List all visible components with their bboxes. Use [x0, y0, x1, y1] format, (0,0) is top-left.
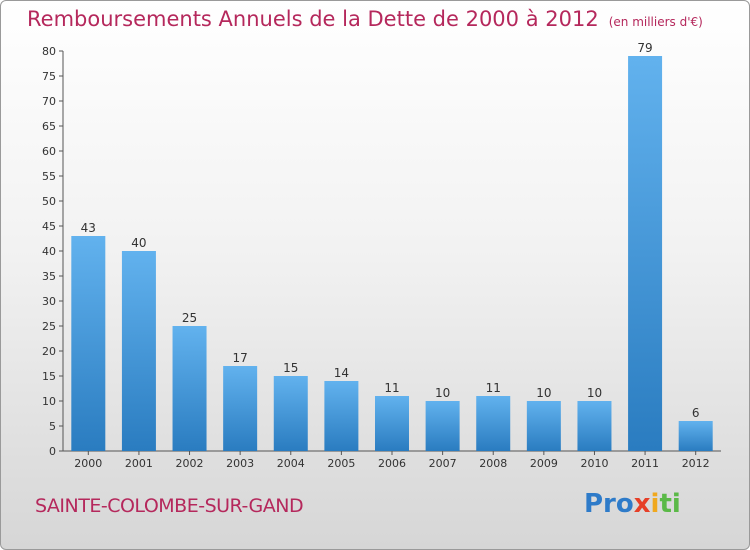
bar [526, 401, 561, 451]
x-axis: 2000 2001 2002 2003 2004 2005 2006 2007 2008 2009… [63, 450, 721, 470]
chart-title-text: Remboursements Annuels de la Dette de 20… [27, 7, 599, 31]
bar-value-label: 11 [486, 381, 501, 395]
bar-value-label: 25 [182, 311, 197, 325]
bar-value-label: 11 [384, 381, 399, 395]
y-tick-label: 20 [42, 345, 56, 358]
y-tick-label: 15 [42, 370, 56, 383]
x-tick-label: 2008 [479, 457, 507, 470]
y-tick-label: 45 [42, 220, 56, 233]
y-tick-label: 75 [42, 70, 56, 83]
x-tick-label: 2011 [631, 457, 659, 470]
x-tick-label: 2002 [176, 457, 204, 470]
bar [425, 401, 460, 451]
y-tick-label: 50 [42, 195, 56, 208]
logo-part-4: ti [659, 489, 681, 519]
bar [628, 56, 663, 451]
x-tick-label: 2012 [682, 457, 710, 470]
x-tick-label: 2003 [226, 457, 254, 470]
bar [577, 401, 612, 451]
y-tick-label: 30 [42, 295, 56, 308]
x-tick-label: 2005 [327, 457, 355, 470]
y-tick-label: 40 [42, 245, 56, 258]
bar-value-label: 17 [233, 351, 248, 365]
x-tick-label: 2007 [429, 457, 457, 470]
y-tick-label: 10 [42, 395, 56, 408]
proxiti-logo: Proxiti [584, 489, 681, 519]
y-tick-label: 35 [42, 270, 56, 283]
x-tick-label: 2006 [378, 457, 406, 470]
bar-value-label: 10 [435, 386, 450, 400]
bar [273, 376, 308, 451]
bars: 43 40 25 17 15 14 11 10 11 10 10 79 6 [71, 41, 713, 451]
bar [476, 396, 511, 451]
bar-value-label: 14 [334, 366, 349, 380]
bar-value-label: 6 [692, 406, 700, 420]
bar [324, 381, 359, 451]
bar [375, 396, 409, 451]
bar [678, 421, 713, 451]
y-tick-label: 55 [42, 170, 56, 183]
bar-value-label: 10 [587, 386, 602, 400]
y-tick-label: 80 [42, 45, 56, 58]
bar [223, 366, 258, 451]
bar-value-label: 43 [81, 221, 96, 235]
y-tick-label: 65 [42, 120, 56, 133]
y-axis: 0 5 10 15 20 25 30 35 40 45 50 55 60 65 70 75 80 [42, 45, 64, 458]
bar-value-label: 15 [283, 361, 298, 375]
town-name: SAINTE-COLOMBE-SUR-GAND [35, 495, 304, 517]
y-tick-label: 25 [42, 320, 56, 333]
chart-unit: (en milliers d'€) [608, 15, 703, 29]
x-tick-label: 2010 [580, 457, 608, 470]
y-tick-label: 60 [42, 145, 56, 158]
bar-value-label: 79 [637, 41, 652, 55]
y-tick-label: 5 [49, 420, 56, 433]
x-tick-label: 2009 [530, 457, 558, 470]
bar-value-label: 40 [131, 236, 146, 250]
chart-title: Remboursements Annuels de la Dette de 20… [27, 7, 703, 31]
bar [121, 251, 156, 451]
bar-value-label: 10 [536, 386, 551, 400]
bar [71, 236, 106, 451]
logo-part-2: x [633, 489, 651, 519]
x-tick-label: 2004 [277, 457, 305, 470]
y-tick-label: 0 [49, 445, 56, 458]
y-tick-label: 70 [42, 95, 56, 108]
logo-part-1: Pro [584, 489, 634, 519]
x-tick-label: 2000 [74, 457, 102, 470]
bar [172, 326, 207, 451]
logo-part-3: i [650, 489, 660, 519]
x-tick-label: 2001 [125, 457, 153, 470]
